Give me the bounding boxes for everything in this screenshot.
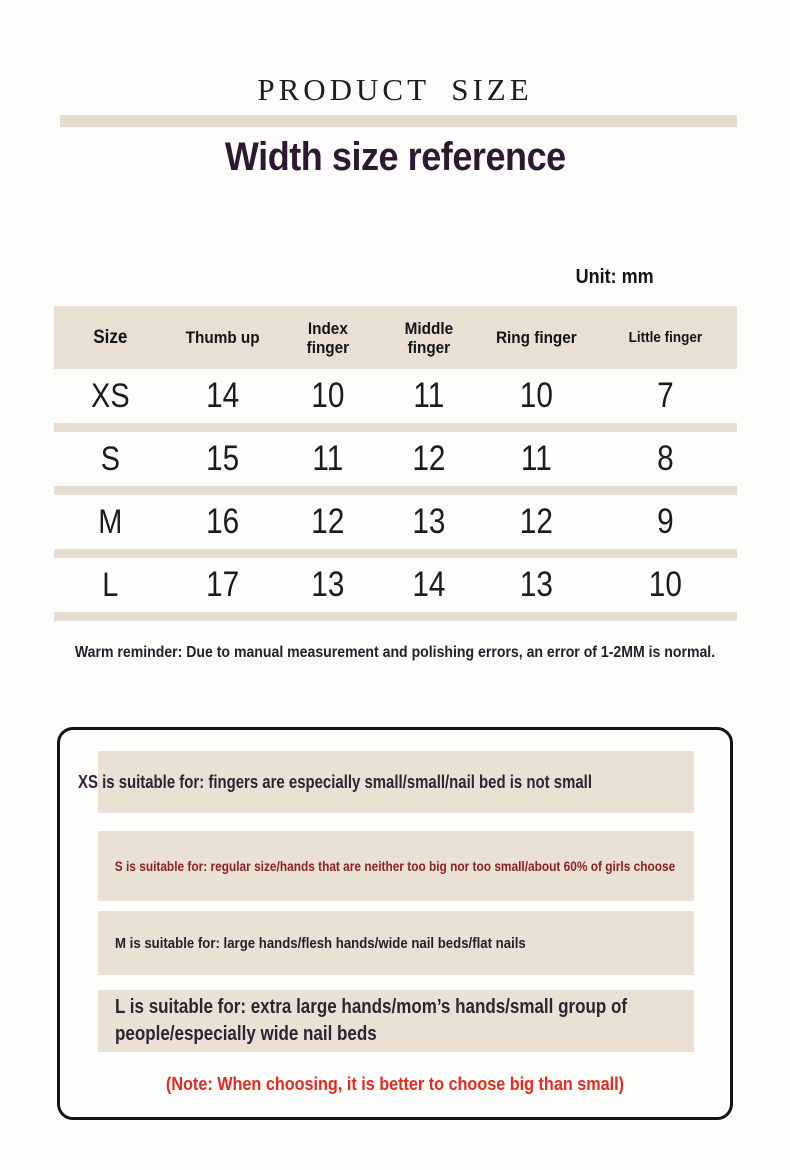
value-cell: 12 — [412, 439, 446, 478]
s-highlight-block — [98, 831, 694, 901]
suitability-box: XS is suitable for: fingers are especial… — [57, 727, 733, 1120]
value-cell: 17 — [205, 565, 239, 604]
unit-label: Unit: mm — [575, 266, 654, 288]
header-little-finger: Little finger — [628, 329, 703, 346]
page-title-backing: Width size reference — [175, 129, 615, 190]
value-cell: 16 — [205, 502, 239, 541]
row-divider — [54, 612, 737, 621]
size-cell: S — [100, 439, 120, 478]
value-cell: 15 — [205, 439, 239, 478]
value-cell: 12 — [311, 502, 345, 541]
table-row-xs: XS 14 10 11 10 7 — [54, 369, 737, 423]
page-title: Width size reference — [224, 135, 566, 179]
header-thumb: Thumb up — [185, 328, 260, 347]
table-row-l: L 17 13 14 13 10 — [54, 558, 737, 612]
l-highlight-block — [98, 990, 694, 1052]
value-cell: 11 — [413, 376, 445, 415]
row-divider — [54, 423, 737, 432]
page-title-wrap: Width size reference — [0, 129, 790, 190]
warm-reminder: Warm reminder: Due to manual measurement… — [74, 644, 716, 661]
value-cell: 14 — [412, 565, 446, 604]
row-divider — [54, 486, 737, 495]
value-cell: 13 — [520, 565, 554, 604]
row-divider — [54, 549, 737, 558]
value-cell: 9 — [657, 502, 674, 541]
size-cell: L — [102, 565, 119, 604]
page-eyebrow: PRODUCT SIZE — [257, 72, 533, 107]
value-cell: 8 — [657, 439, 674, 478]
size-cell: XS — [91, 376, 130, 415]
value-cell: 11 — [312, 439, 344, 478]
s-suitability-text: S is suitable for: regular size/hands th… — [114, 858, 676, 874]
size-table: Size Thumb up Index finger Middle finger… — [54, 306, 737, 621]
header-middle-finger: Middle finger — [404, 318, 453, 357]
value-cell: 10 — [311, 376, 345, 415]
l-suitability-text: L is suitable for: extra large hands/mom… — [115, 996, 628, 1045]
header-index-finger: Index finger — [306, 318, 350, 357]
value-cell: 12 — [520, 502, 554, 541]
header-size: Size — [93, 327, 128, 348]
choosing-note: (Note: When choosing, it is better to ch… — [165, 1074, 625, 1094]
table-row-s: S 15 11 12 11 8 — [54, 432, 737, 486]
value-cell: 10 — [649, 565, 683, 604]
value-cell: 11 — [521, 439, 553, 478]
decorative-band — [60, 115, 737, 127]
value-cell: 13 — [311, 565, 345, 604]
m-highlight-block — [98, 911, 694, 975]
xs-highlight-block — [98, 751, 694, 813]
table-header-row: Size Thumb up Index finger Middle finger… — [54, 306, 737, 369]
xs-suitability-text: XS is suitable for: fingers are especial… — [78, 771, 592, 792]
value-cell: 14 — [205, 376, 239, 415]
m-suitability-text: M is suitable for: large hands/flesh han… — [115, 934, 526, 952]
value-cell: 7 — [657, 376, 674, 415]
header-ring-finger: Ring finger — [496, 328, 578, 347]
size-cell: M — [98, 502, 123, 541]
value-cell: 10 — [520, 376, 554, 415]
value-cell: 13 — [412, 502, 446, 541]
table-row-m: M 16 12 13 12 9 — [54, 495, 737, 549]
